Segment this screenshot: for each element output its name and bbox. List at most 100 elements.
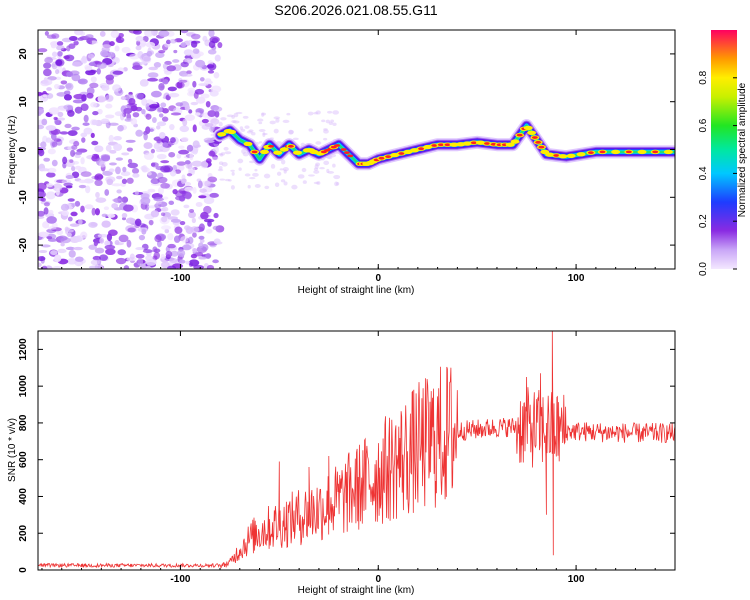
noise-blob xyxy=(103,206,110,211)
noise-blob xyxy=(78,179,88,184)
noise-blob xyxy=(160,102,167,108)
noise-blob xyxy=(203,196,215,205)
noise-blob xyxy=(314,164,319,170)
ridge-hotspot xyxy=(558,154,568,159)
snr-y-label: SNR (10 * v/v) xyxy=(7,418,18,482)
noise-blob xyxy=(307,111,314,116)
noise-blob xyxy=(170,112,182,116)
ridge-peak xyxy=(599,150,606,154)
noise-blob xyxy=(191,160,203,167)
noise-blob xyxy=(301,167,307,173)
ridge-peak xyxy=(652,150,659,154)
noise-blob xyxy=(158,30,170,38)
noise-blob xyxy=(137,257,144,266)
spectrogram-frame xyxy=(37,29,676,270)
noise-blob xyxy=(150,162,159,168)
noise-blob xyxy=(195,96,206,104)
spectrogram-y-label: Frequency (Hz) xyxy=(7,116,18,185)
noise-blob xyxy=(43,202,50,207)
noise-blob xyxy=(198,235,205,240)
noise-blob xyxy=(56,45,65,51)
noise-blob xyxy=(126,239,132,248)
noise-blob xyxy=(165,39,171,45)
noise-blob xyxy=(187,87,196,94)
noise-blob xyxy=(63,104,74,110)
noise-blob xyxy=(187,236,194,244)
noise-blob xyxy=(242,115,249,119)
noise-blob xyxy=(208,150,216,157)
noise-blob xyxy=(199,188,207,193)
noise-blob xyxy=(70,149,76,157)
noise-blob xyxy=(134,190,139,196)
noise-blob xyxy=(68,250,76,258)
noise-blob xyxy=(43,62,52,69)
noise-blob xyxy=(220,117,227,121)
noise-blob xyxy=(244,173,251,177)
ridge-hotspot xyxy=(663,149,673,155)
noise-blob xyxy=(66,71,73,78)
noise-blob xyxy=(38,107,45,115)
noise-blob xyxy=(141,228,147,235)
noise-blob xyxy=(184,186,194,192)
noise-blob xyxy=(316,181,321,185)
noise-blob xyxy=(206,64,215,69)
noise-blob xyxy=(67,216,73,222)
noise-blob xyxy=(319,166,325,170)
noise-blob xyxy=(179,221,186,226)
noise-blob xyxy=(112,57,120,64)
noise-blob xyxy=(158,132,166,139)
colorbar-ticks: 0.0 0.2 0.4 0.6 0.8 xyxy=(698,70,737,276)
noise-blob xyxy=(68,36,78,42)
noise-blob xyxy=(168,92,180,98)
noise-blob xyxy=(127,162,139,169)
noise-blob xyxy=(254,184,261,188)
ridge-hotspot xyxy=(292,150,302,155)
noise-blob xyxy=(262,132,268,136)
noise-blob xyxy=(112,84,122,92)
noise-blob xyxy=(153,197,165,202)
noise-blob xyxy=(38,210,45,217)
noise-blob xyxy=(60,203,70,212)
noise-blob xyxy=(308,174,315,177)
noise-blob xyxy=(212,259,219,264)
figure-title: S206.2026.021.08.55.G11 xyxy=(274,2,437,18)
noise-blob xyxy=(56,41,64,46)
noise-blob xyxy=(155,52,165,59)
noise-blob xyxy=(283,181,288,186)
noise-blob xyxy=(87,53,95,59)
noise-blob xyxy=(135,247,145,251)
noise-blob xyxy=(177,249,186,257)
noise-blob xyxy=(105,74,115,81)
noise-blob xyxy=(327,171,335,174)
noise-blob xyxy=(38,48,48,53)
noise-blob xyxy=(199,77,205,82)
noise-blob xyxy=(53,116,58,120)
ridge-hotspot xyxy=(510,139,520,144)
noise-blob xyxy=(201,118,209,124)
x-tick-label: 0 xyxy=(375,273,381,284)
noise-blob xyxy=(112,70,124,75)
ridge-hotspot xyxy=(227,129,237,135)
noise-blob xyxy=(189,208,195,213)
noise-blob xyxy=(200,160,209,169)
spectrogram-ridge xyxy=(213,119,675,171)
noise-blob xyxy=(178,79,188,83)
noise-blob xyxy=(51,141,58,148)
noise-blob xyxy=(41,118,48,126)
noise-blob xyxy=(88,244,97,250)
ridge-hotspot xyxy=(505,142,515,147)
ridge-hotspot xyxy=(449,142,459,147)
noise-blob xyxy=(280,179,286,183)
noise-blob xyxy=(71,61,83,67)
noise-blob xyxy=(152,246,158,253)
noise-blob xyxy=(184,104,190,111)
noise-blob xyxy=(258,141,263,144)
noise-blob xyxy=(148,66,159,71)
noise-blob xyxy=(80,31,86,37)
noise-blob xyxy=(86,87,95,95)
noise-blob xyxy=(198,223,205,232)
noise-blob xyxy=(274,182,280,188)
noise-blob xyxy=(88,62,97,67)
noise-blob xyxy=(87,69,97,74)
